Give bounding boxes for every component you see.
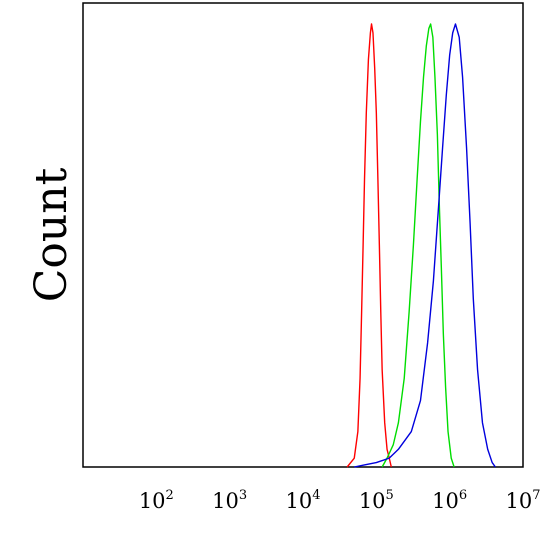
x-tick-exponent: 2: [166, 488, 174, 503]
x-tick-label-5: 107: [505, 488, 540, 513]
x-tick-label-1: 103: [212, 488, 247, 513]
x-tick-base: 10: [432, 489, 459, 513]
x-tick-base: 10: [359, 489, 386, 513]
histogram-series-0: [346, 23, 392, 468]
y-axis-title: Count: [26, 167, 77, 302]
x-tick-label-4: 106: [432, 488, 467, 513]
x-tick-exponent: 6: [459, 488, 467, 503]
plot-frame: [82, 2, 524, 468]
x-axis-ticks: 102 103 104 105 106 107: [139, 488, 541, 513]
x-tick-exponent: 5: [386, 488, 394, 503]
x-tick-base: 10: [212, 489, 239, 513]
series-layer: [346, 23, 496, 468]
x-tick-exponent: 4: [312, 488, 320, 503]
x-tick-label-2: 104: [285, 488, 320, 513]
histogram-series-2: [354, 23, 496, 468]
x-tick-base: 10: [505, 489, 532, 513]
x-tick-exponent: 7: [532, 488, 540, 503]
x-tick-exponent: 3: [239, 488, 247, 503]
x-tick-label-0: 102: [139, 488, 174, 513]
x-tick-base: 10: [139, 489, 166, 513]
histogram-series-1: [381, 23, 455, 468]
x-tick-base: 10: [285, 489, 312, 513]
x-tick-label-3: 105: [359, 488, 394, 513]
